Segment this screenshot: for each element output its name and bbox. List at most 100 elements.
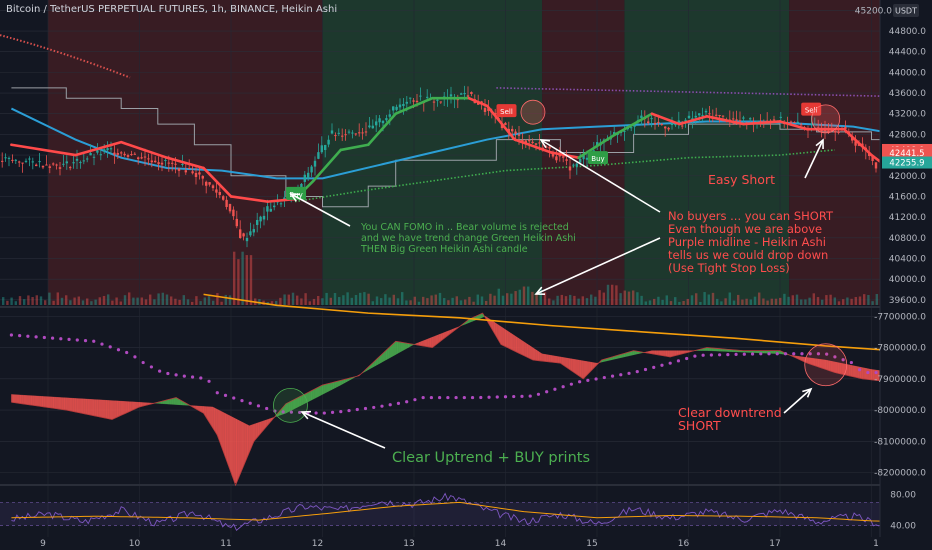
volume-bar [632,290,635,305]
volume-bar [787,296,790,305]
oscillator-fill [307,391,310,403]
volume-bar [10,297,13,305]
price-tick-label: 42000.0 [889,172,926,182]
signal-sell-3 [801,102,822,116]
candle-body [470,92,473,95]
volume-bar [795,294,799,305]
candle-body [310,166,313,173]
oscillator-fill [20,394,23,404]
oscillator-fill [216,408,219,438]
oscillator-fill [516,336,519,354]
candle-body [732,118,735,120]
oscillator-fill [75,398,78,413]
candle-body [188,167,191,169]
candle-body [653,122,657,125]
oscillator-purple-dot [825,352,829,356]
candle-body [772,119,776,121]
trend-line-segment [339,143,370,152]
volume-bar [804,299,807,305]
volume-bar [611,284,614,305]
candle-body [742,117,745,119]
candle-body [698,113,701,116]
candle-body [256,219,259,225]
oscillator-fill [584,360,587,379]
oscillator-fill [93,399,96,417]
volume-bar [606,284,610,305]
volume-bar [186,299,190,305]
candle-body [235,218,238,227]
oscillator-purple-dot [125,350,129,355]
candle-body [154,160,157,163]
candle-body [596,142,599,147]
oscillator-fill [331,382,334,390]
volume-bar [174,298,177,305]
candle-body [827,130,830,133]
volume-bar [333,293,337,305]
oscillator-fill [580,360,583,379]
oscillator-fill [571,358,574,373]
candle-body [426,96,429,98]
candle-body [191,171,194,174]
oscillator-fill [547,354,550,363]
x-tick-label: 17 [769,539,780,549]
oscillator-purple-dot [429,395,433,400]
volume-bar [329,297,332,305]
oscillator-purple-dot [265,406,269,411]
oscillator-fill [320,384,323,396]
candle-body [854,141,857,146]
candle-body [395,106,398,110]
volume-bar [308,301,311,305]
candle-body [109,148,113,150]
candle-body [409,97,412,99]
candle-body [354,133,357,135]
oscillator-fill [543,353,546,362]
oscillator-fill [254,422,257,441]
trend-line-segment [778,120,809,131]
oscillator-fill [221,411,224,453]
oscillator-fill [853,365,856,378]
volume-bar [690,295,694,305]
candle-body [514,131,517,134]
volume-bar [182,295,185,305]
rsi-tick-label: 40.00 [890,521,916,531]
candle-body [99,154,102,156]
candle-body [378,118,381,123]
volume-bar [455,296,458,305]
candle-body [834,131,837,133]
candle-body [392,106,395,111]
oscillator-purple-dot [405,400,409,404]
oscillator-fill [126,401,129,414]
volume-bar [669,301,673,305]
volume-bar [863,294,866,305]
oscillator-fill [88,398,91,416]
trend-line-segment [229,195,269,203]
candle-body [415,100,419,103]
volume-bar [829,294,832,305]
oscillator-fill [86,398,89,415]
candle-body [205,181,208,186]
chart-title: Bitcoin / TetherUS PERPETUAL FUTURES, 1h… [6,4,338,15]
volume-bar [636,292,639,305]
volume-bar [564,296,568,305]
oscillator-fill [422,339,426,347]
trend-line-segment [119,140,169,159]
candle-body [14,159,17,161]
volume-bar [136,297,139,305]
oscillator-purple-dot [512,394,516,399]
volume-bar [451,297,454,305]
volume-bar [543,292,547,305]
arrow-easy-short [804,139,824,179]
candle-body [174,163,177,165]
oscillator-purple-dot [133,355,137,359]
volume-bar [48,292,51,305]
candle-body [568,166,572,171]
oscillator-purple-dot [545,390,549,394]
volume-bar [602,292,605,305]
oscillator-purple-dot [462,395,466,400]
oscillator-fill [230,416,233,478]
candle-body [715,114,718,116]
oscillator-fill [536,349,539,361]
candle-body [687,115,691,119]
oscillator-fill [554,355,557,363]
